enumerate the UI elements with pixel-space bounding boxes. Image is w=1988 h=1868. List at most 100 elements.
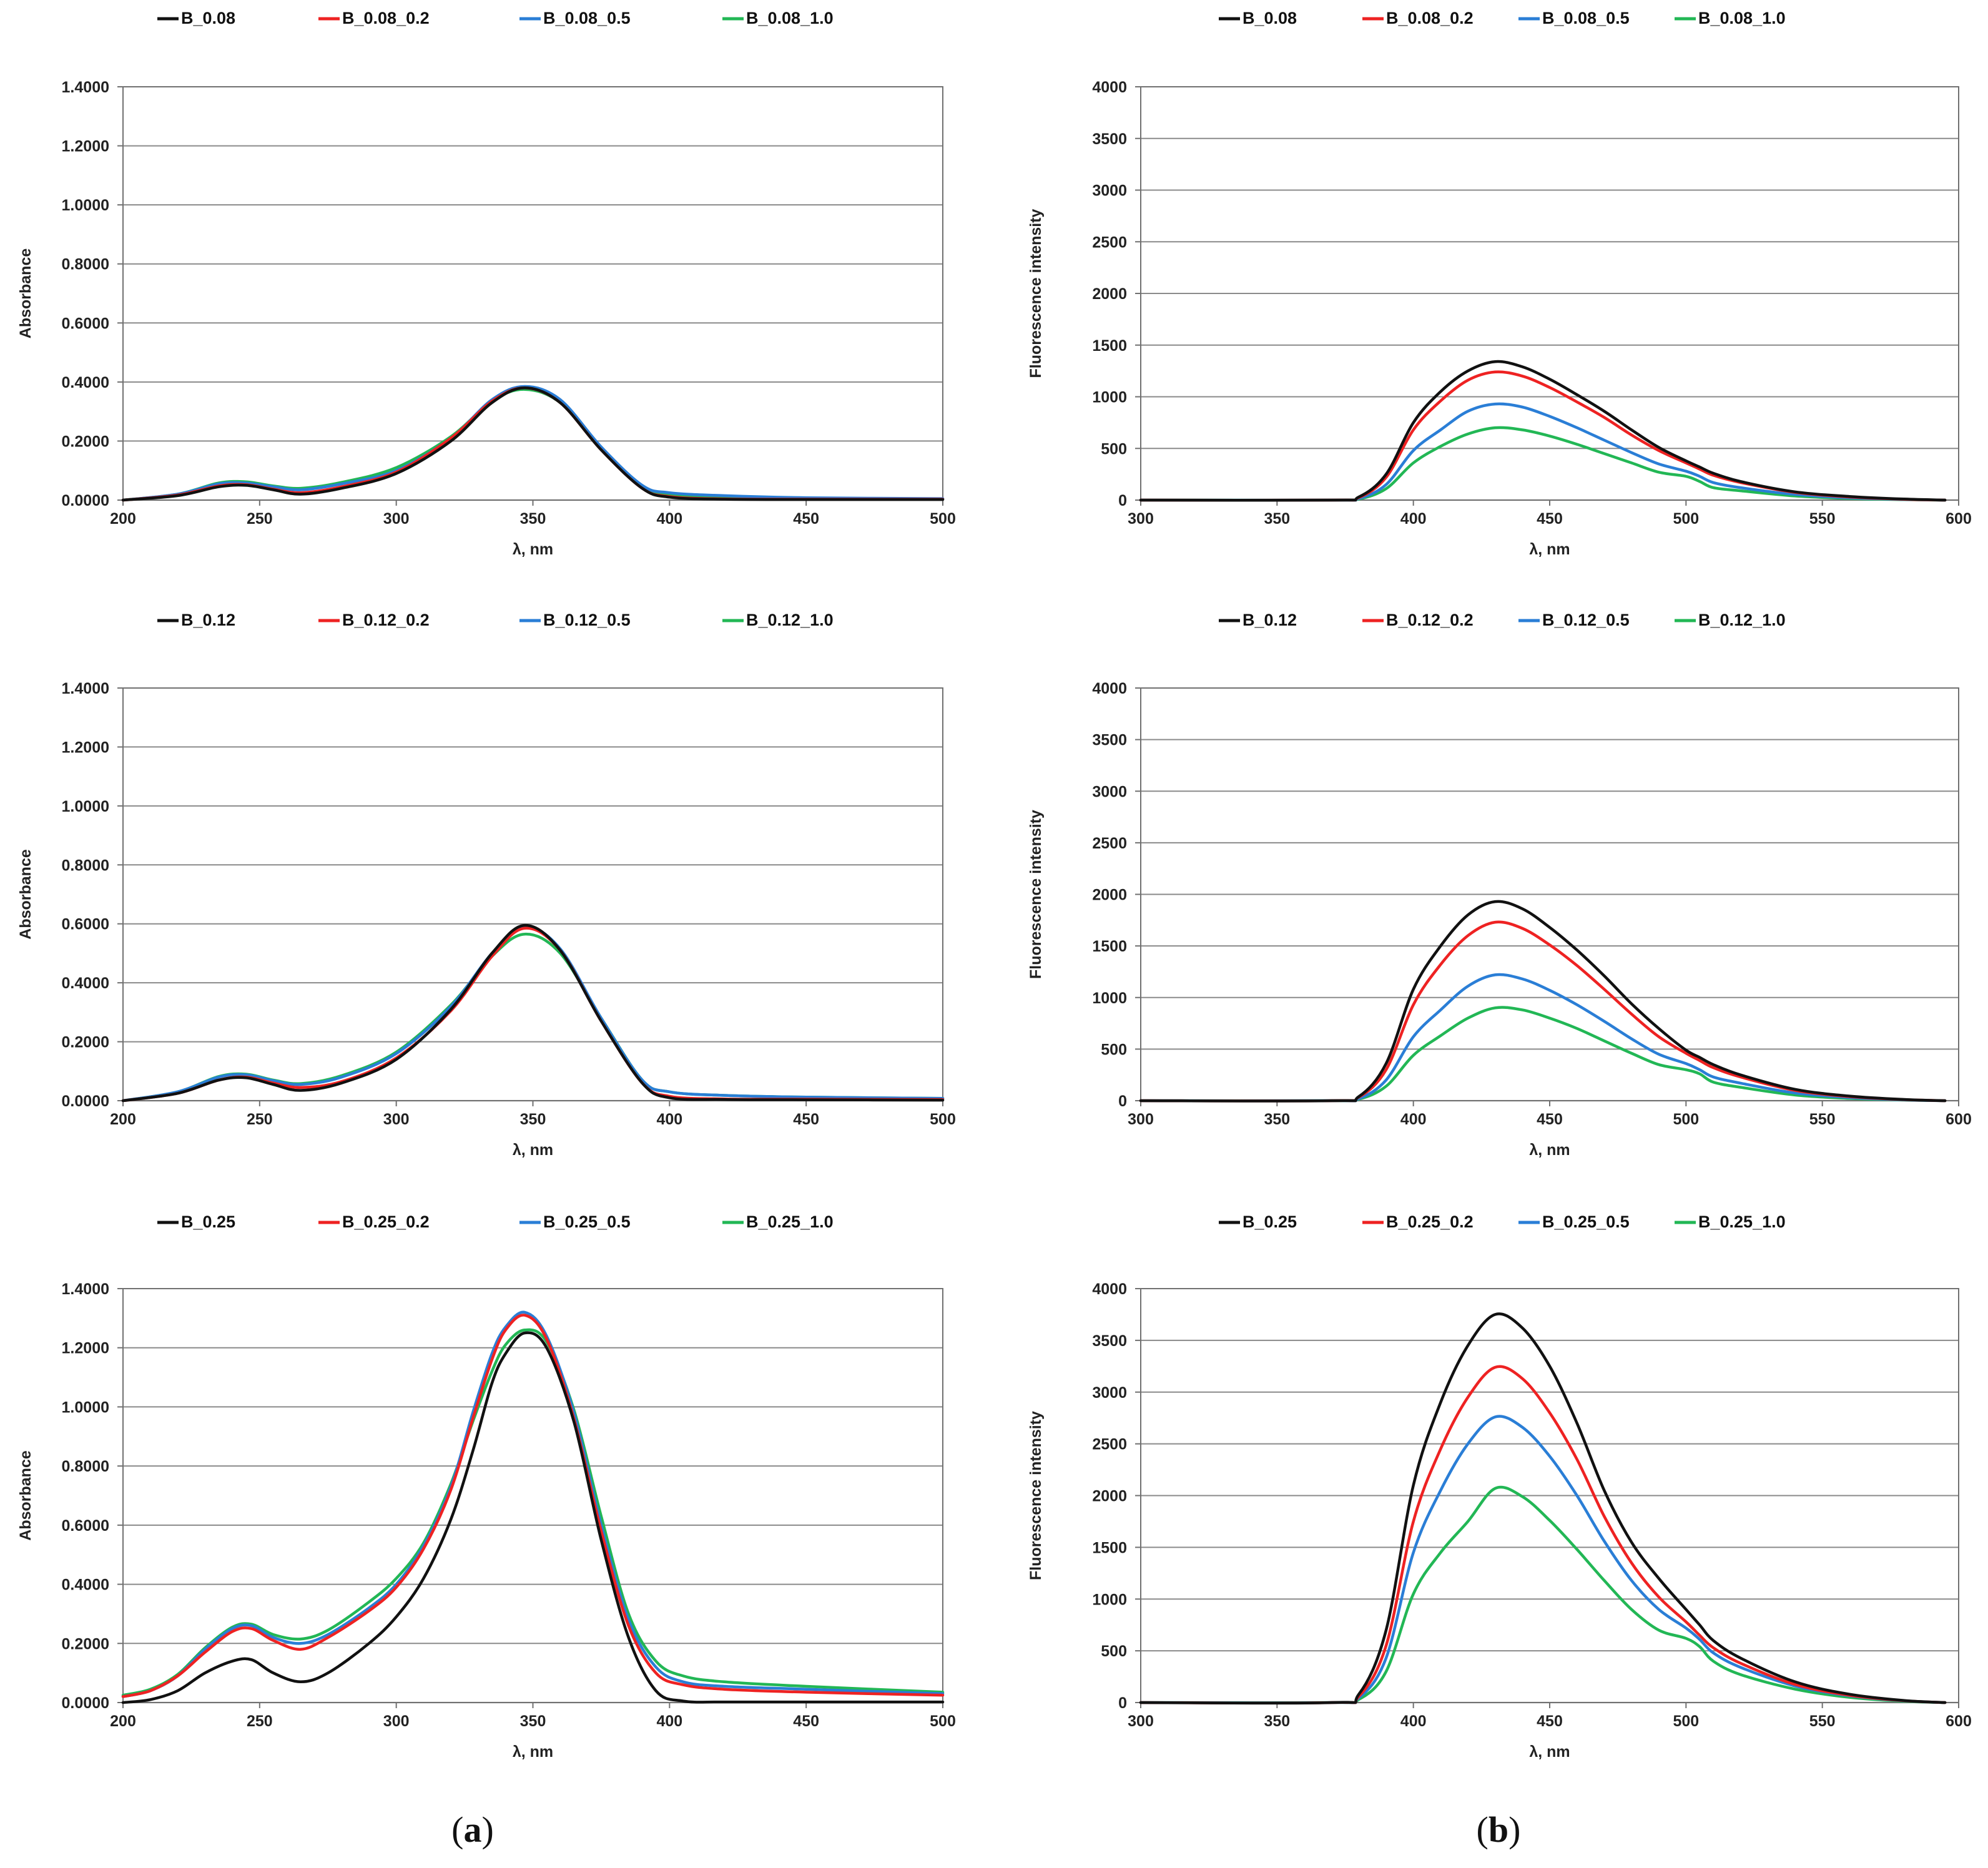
series-line-blue <box>1139 1415 1947 1704</box>
legend-label: B_0.12_0.2 <box>342 611 430 629</box>
legend: B_0.25 B_0.25_0.2 B_0.25_0.5 B_0.25_1.0 <box>1219 1212 1786 1231</box>
y-tick-label: 2500 <box>1092 1436 1127 1453</box>
x-tick-label: 400 <box>1400 1713 1427 1730</box>
legend-label: B_0.08 <box>181 9 235 27</box>
legend-label: B_0.25_0.2 <box>1386 1212 1474 1231</box>
series-line-red <box>1139 370 1947 502</box>
series-line-black <box>1139 1312 1947 1705</box>
x-tick-label: 500 <box>1673 1111 1699 1128</box>
series-line-black <box>1139 360 1947 502</box>
x-tick-label: 350 <box>520 510 546 528</box>
legend-label: B_0.08_0.5 <box>543 9 631 27</box>
legend-item: B_0.12 <box>1219 611 1297 629</box>
x-tick-label: 450 <box>1537 510 1563 528</box>
y-axis-label: Fluorescence intensity <box>1027 209 1045 378</box>
legend-item: B_0.12_0.2 <box>1362 611 1474 629</box>
y-tick-label: 3000 <box>1092 783 1127 800</box>
series-line-black <box>121 923 945 1103</box>
y-tick-label: 3000 <box>1092 182 1127 200</box>
series-line-blue <box>121 925 945 1103</box>
x-tick-label: 300 <box>1128 510 1154 528</box>
y-axis-label: Absorbance <box>17 849 34 940</box>
y-tick-label: 500 <box>1101 1041 1127 1058</box>
y-ticks: 0.0000 0.2000 0.4000 0.6000 0.8000 1.0000 1.20… <box>62 680 123 1110</box>
legend-item: B_0.25_0.5 <box>519 1212 631 1231</box>
y-axis-label: Fluorescence intensity <box>1027 1411 1045 1580</box>
legend-label: B_0.25_0.2 <box>342 1212 430 1231</box>
x-tick-label: 550 <box>1809 1713 1836 1730</box>
y-tick-label: 1.2000 <box>62 739 109 756</box>
x-ticks: 200 250 300 350 400 450 500 <box>110 1703 956 1730</box>
legend-item: B_0.08_0.5 <box>1518 9 1630 27</box>
y-tick-label: 0.8000 <box>62 1458 109 1475</box>
x-tick-label: 300 <box>383 1111 410 1128</box>
chart-fl-025: 300 350 400 450 500 550 600 0 500 1000 1500 2000 250… <box>1027 1212 1972 1761</box>
x-tick-label: 500 <box>1673 510 1699 528</box>
x-ticks: 200 250 300 350 400 450 500 <box>110 500 956 528</box>
y-tick-label: 2000 <box>1092 1488 1127 1505</box>
x-tick-label: 600 <box>1946 510 1972 528</box>
y-tick-label: 3500 <box>1092 130 1127 148</box>
gridlines <box>1141 687 1959 1102</box>
y-ticks: 0.0000 0.2000 0.4000 0.6000 0.8000 1.0000 1.20… <box>62 79 123 509</box>
x-tick-label: 550 <box>1809 510 1836 528</box>
plot-frame <box>122 86 943 501</box>
y-ticks: 0 500 1000 1500 2000 2500 3000 3500 4000 <box>1092 1281 1141 1712</box>
legend-label: B_0.25_1.0 <box>1698 1212 1786 1231</box>
charts-layer: 200 250 300 350 400 450 5000.00000.20000.40000… <box>17 9 1972 1761</box>
legend-label: B_0.08_1.0 <box>1698 9 1786 27</box>
legend-label: B_0.12 <box>181 611 235 629</box>
y-tick-label: 3500 <box>1092 1332 1127 1350</box>
series-line-blue <box>1139 402 1947 502</box>
y-tick-label: 4000 <box>1092 1281 1127 1298</box>
x-tick-label: 500 <box>930 1111 956 1128</box>
legend-item: B_0.25_0.2 <box>1362 1212 1474 1231</box>
legend: B_0.08 B_0.08_0.2 B_0.08_0.5 B_0.08_1.0 <box>157 9 834 27</box>
y-ticks: 0 500 1000 1500 2000 2500 3000 3500 4000 <box>1092 680 1141 1110</box>
x-axis-label: λ, nm <box>1529 1743 1570 1761</box>
series-line-green <box>1139 1006 1947 1103</box>
gridlines <box>123 1288 943 1704</box>
x-tick-label: 400 <box>656 1713 682 1730</box>
x-tick-label: 300 <box>1128 1111 1154 1128</box>
y-tick-label: 3500 <box>1092 732 1127 749</box>
x-tick-label: 350 <box>520 1713 546 1730</box>
series-lines <box>121 385 945 502</box>
series-lines <box>121 1310 945 1704</box>
y-tick-label: 0.4000 <box>62 1576 109 1594</box>
legend-item: B_0.25 <box>157 1212 235 1231</box>
x-tick-label: 450 <box>793 1111 819 1128</box>
series-line-red <box>1139 920 1947 1103</box>
legend-item: B_0.25_0.2 <box>318 1212 430 1231</box>
y-tick-label: 2000 <box>1092 285 1127 303</box>
y-tick-label: 0.0000 <box>62 1694 109 1712</box>
legend-label: B_0.08_0.2 <box>1386 9 1474 27</box>
series-lines <box>121 923 945 1103</box>
x-ticks: 300 350 400 450 500 550 600 <box>1128 500 1972 528</box>
legend-label: B_0.12_1.0 <box>746 611 834 629</box>
y-tick-label: 4000 <box>1092 680 1127 697</box>
series-line-black <box>1139 900 1947 1103</box>
x-axis-label: λ, nm <box>513 541 553 558</box>
series-line-green <box>1139 1485 1947 1704</box>
legend-label: B_0.08_0.5 <box>1542 9 1630 27</box>
series-line-black <box>121 386 945 502</box>
legend-label: B_0.25 <box>1242 1212 1297 1231</box>
legend-label: B_0.08_0.2 <box>342 9 430 27</box>
x-tick-label: 450 <box>793 1713 819 1730</box>
y-tick-label: 0.4000 <box>62 374 109 391</box>
legend-item: B_0.12 <box>157 611 235 629</box>
panel-label-b: (b) <box>1477 1809 1521 1850</box>
y-ticks: 0.0000 0.2000 0.4000 0.6000 0.8000 1.0000 1.20… <box>62 1281 123 1712</box>
chart-fl-012: 300 350 400 450 500 550 600 0 500 1000 1500 2000 250… <box>1027 611 1972 1159</box>
y-tick-label: 0.6000 <box>62 1517 109 1535</box>
y-tick-label: 1.0000 <box>62 798 109 815</box>
y-tick-label: 2500 <box>1092 234 1127 251</box>
y-tick-label: 1.4000 <box>62 79 109 96</box>
x-tick-label: 400 <box>656 1111 682 1128</box>
series-line-green <box>121 1328 945 1697</box>
x-ticks: 200 250 300 350 400 450 500 <box>110 1101 956 1128</box>
chart-fl-008: 300 350 400 450 500 550 600 0 500 1000 1500 2000 250… <box>1027 9 1972 558</box>
plot-frame <box>122 1288 943 1703</box>
y-tick-label: 0.4000 <box>62 975 109 992</box>
